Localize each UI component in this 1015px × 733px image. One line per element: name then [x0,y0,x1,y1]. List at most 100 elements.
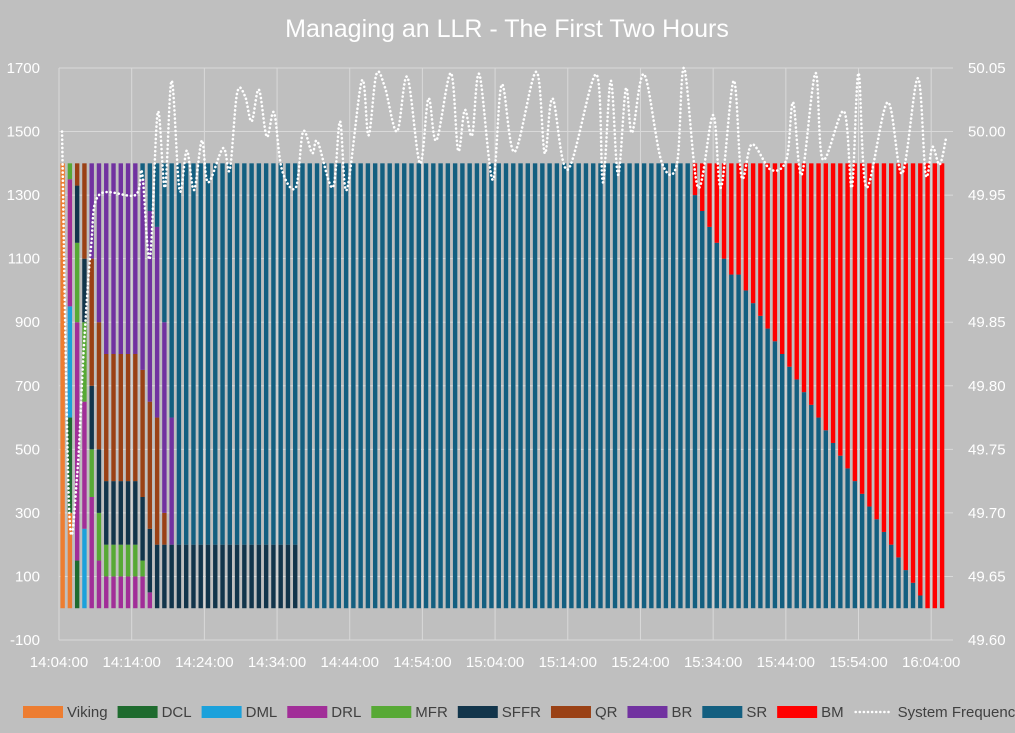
bar-segment-sr [423,163,429,609]
bar-segment-sr [213,163,218,545]
x-axis-tick-label: 16:04:00 [902,654,960,671]
bar-segment-bm [838,163,843,456]
legend-item-drl: DRL [287,704,361,721]
bar-segment-bm [794,163,799,380]
bar-segment-sr [249,163,254,545]
bar-segment-mfr [104,544,109,577]
bar-segment-br [140,179,145,370]
stacked-bars [60,163,945,609]
bar-segment-dcl [74,560,80,609]
bar-segment-sr [816,417,821,609]
x-axis-tick-label: 14:34:00 [248,654,306,671]
bar-segment-sr [169,163,174,418]
x-axis-tick-label: 14:04:00 [30,654,88,671]
bar-segment-sr [372,163,378,609]
bar-segment-bm [910,163,916,583]
bar-segment-bm [925,163,930,609]
bar-segment-sffr [154,544,160,609]
bar-segment-sffr [169,544,174,609]
bar-segment-drl [89,497,94,609]
bar-segment-sr [205,163,211,545]
bar-segment-sr [729,274,734,609]
bar-segment-sr [518,163,523,609]
bar-segment-sr [402,163,407,609]
bar-segment-mfr [125,544,131,577]
bar-segment-sffr [176,544,182,609]
legend-label: BR [671,704,692,721]
bar-segment-sr [874,519,879,609]
bar-segment-qr [111,354,116,482]
legend-swatch [201,706,242,718]
legend-swatch [777,706,818,718]
legend-swatch [457,706,498,718]
bar-segment-sr [394,163,400,609]
bar-segment-drl [125,576,131,609]
bar-segment-sr [293,163,298,545]
bar-segment-sr [242,163,247,545]
bar-segment-bm [903,163,908,571]
bar-segment-drl [82,401,87,529]
legend-item-mfr: MFR [371,704,448,721]
right-axis-tick-label: 49.75 [968,441,1006,458]
bar-segment-sr [779,354,785,609]
bar-segment-bm [758,163,763,316]
bar-segment-sffr [111,481,116,545]
bar-segment-bm [809,163,814,405]
bar-segment-sr [336,163,342,609]
legend-label: SFFR [502,704,541,721]
bar-segment-bm [765,163,770,329]
legend-item-qr: QR [550,704,618,721]
bar-segment-qr [162,512,167,545]
bar-segment-sr [889,544,894,609]
legend-item-system-frequency: System Frequency [854,704,1015,721]
left-axis-tick-label: 100 [15,568,40,585]
left-axis-tick-label: 500 [15,441,40,458]
legend-item-dcl: DCL [117,704,192,721]
legend-item-bm: BM [777,704,844,721]
bar-segment-bm [801,163,807,393]
right-axis-tick-label: 49.65 [968,568,1006,585]
bar-segment-bm [867,163,872,507]
bar-segment-sr [285,163,291,545]
bar-segment-sffr [205,544,211,609]
bar-segment-qr [125,354,131,482]
bar-segment-bm [896,163,901,558]
bar-segment-sffr [74,185,80,243]
legend-item-sr: SR [702,704,767,721]
bar-segment-sr [743,290,749,609]
bar-segment-bm [700,163,705,211]
legend-label: DML [246,704,278,721]
bar-segment-sffr [82,258,87,323]
bar-segment-sr [714,242,719,609]
bar-segment-bm [736,163,741,275]
left-axis-tick-label: 300 [15,505,40,522]
bar-segment-sr [612,163,618,609]
bar-segment-mfr [118,544,123,577]
bar-segment-sr [700,211,705,609]
bar-segment-sr [154,163,160,227]
bar-segment-sr [503,163,509,609]
bar-segment-sr [467,163,472,609]
bar-segment-br [147,211,153,402]
legend-label: QR [595,704,618,721]
bar-segment-sr [481,163,487,609]
bar-segment-sr [641,163,647,609]
left-axis-tick-label: 1700 [7,60,40,77]
bar-segment-br [89,163,94,259]
x-axis-tick-label: 15:34:00 [684,654,742,671]
bar-segment-sr [554,163,560,609]
right-axis-tick-label: 49.85 [968,314,1006,331]
x-axis-tick-label: 15:04:00 [466,654,524,671]
bar-segment-bm [881,163,887,532]
bar-segment-sr [838,455,843,609]
bar-segment-sr [278,163,283,545]
bar-segment-dcl [67,417,73,513]
bar-segment-sr [380,163,385,609]
bar-segment-bm [874,163,879,520]
bar-segment-sr [431,163,436,609]
bar-segment-sr [721,258,727,609]
bar-segment-sr [547,163,552,609]
x-axis-tick-label: 14:44:00 [321,654,379,671]
right-axis-tick-label: 49.60 [968,632,1006,649]
